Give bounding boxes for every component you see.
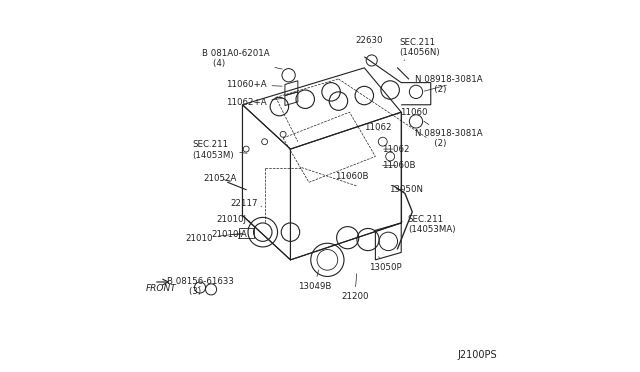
Text: 11062: 11062 xyxy=(364,123,392,132)
Text: 21010: 21010 xyxy=(185,233,243,243)
Text: N 08918-3081A
       (2): N 08918-3081A (2) xyxy=(415,75,483,94)
Text: 22117: 22117 xyxy=(230,199,262,208)
Text: 11062: 11062 xyxy=(382,145,410,154)
Text: 22630: 22630 xyxy=(355,36,383,48)
Text: SEC.211
(14056N): SEC.211 (14056N) xyxy=(399,38,440,61)
Text: 11060B: 11060B xyxy=(382,161,415,170)
Text: 13049B: 13049B xyxy=(298,270,332,291)
Text: FRONT: FRONT xyxy=(146,284,177,293)
Text: J2100PS: J2100PS xyxy=(458,350,497,359)
Text: B 08156-61633
        (3): B 08156-61633 (3) xyxy=(167,277,234,296)
Text: 13050N: 13050N xyxy=(389,185,424,194)
Text: 11060B: 11060B xyxy=(335,172,368,181)
Text: 13050P: 13050P xyxy=(369,257,402,272)
Text: B 081A0-6201A
    (4): B 081A0-6201A (4) xyxy=(202,49,282,69)
Text: N 08918-3081A
       (2): N 08918-3081A (2) xyxy=(415,121,483,148)
Text: 21200: 21200 xyxy=(341,274,369,301)
Text: 11060: 11060 xyxy=(397,108,428,117)
Text: 21010JA: 21010JA xyxy=(211,230,247,239)
Text: 21052A: 21052A xyxy=(204,174,237,183)
Text: 11060+A: 11060+A xyxy=(226,80,282,89)
Text: 11062+A: 11062+A xyxy=(226,99,282,108)
Text: SEC.211
(14053M): SEC.211 (14053M) xyxy=(193,140,247,160)
Text: SEC.211
(14053MA): SEC.211 (14053MA) xyxy=(401,215,456,234)
Text: 21010J: 21010J xyxy=(216,215,250,224)
